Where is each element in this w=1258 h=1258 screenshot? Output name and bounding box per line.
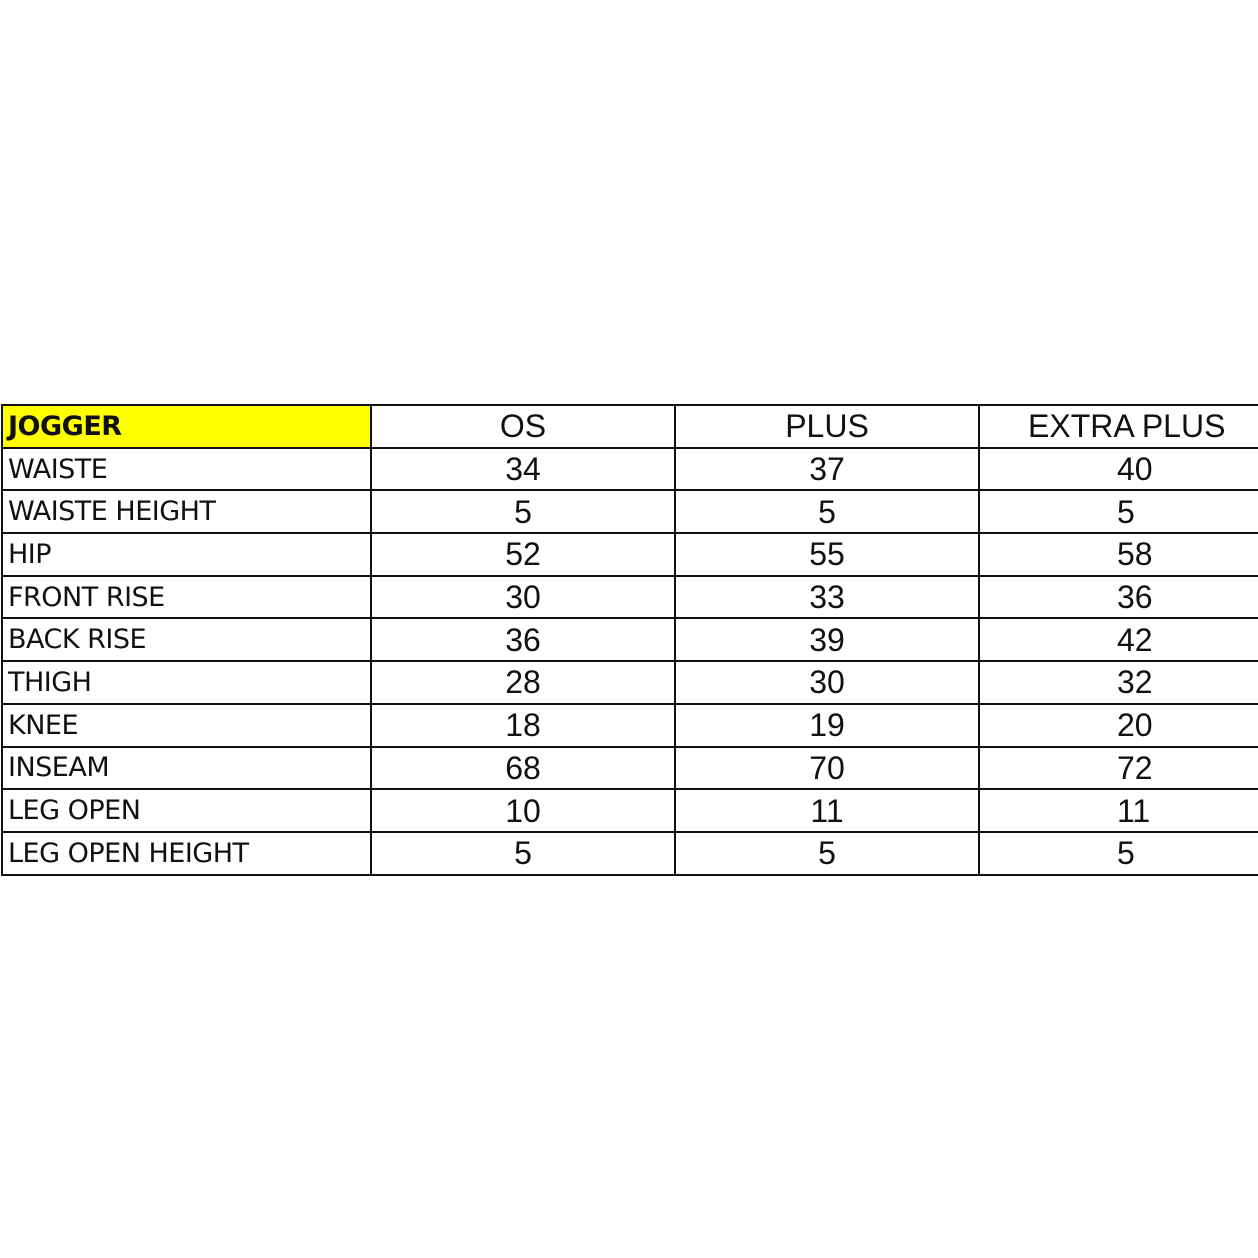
table-row: THIGH 28 30 32 xyxy=(1,660,1258,705)
cell-value: 20 xyxy=(978,702,1258,748)
cell-value: 5 xyxy=(978,830,1258,876)
cell-value: 11 xyxy=(674,788,980,833)
column-header-extra-plus: EXTRA PLUS xyxy=(978,404,1258,449)
cell-value: 30 xyxy=(370,574,676,620)
cell-value: 72 xyxy=(978,745,1258,791)
cell-value: 5 xyxy=(370,489,676,535)
cell-value: 36 xyxy=(370,617,676,663)
cell-value: 39 xyxy=(674,617,980,663)
row-label: HIP xyxy=(1,532,372,577)
row-label: INSEAM xyxy=(1,745,372,791)
cell-value: 32 xyxy=(978,660,1258,705)
row-label: BACK RISE xyxy=(1,617,372,663)
column-header-plus: PLUS xyxy=(674,404,980,449)
cell-value: 36 xyxy=(978,574,1258,620)
cell-value: 68 xyxy=(370,745,676,791)
table-row: WAISTE HEIGHT 5 5 5 xyxy=(1,489,1258,535)
cell-value: 10 xyxy=(370,788,676,833)
row-label: KNEE xyxy=(1,702,372,748)
cell-value: 28 xyxy=(370,660,676,705)
cell-value: 42 xyxy=(978,617,1258,663)
cell-value: 40 xyxy=(978,446,1258,492)
row-label: WAISTE xyxy=(1,446,372,492)
table-row: KNEE 18 19 20 xyxy=(1,702,1258,748)
cell-value: 5 xyxy=(978,489,1258,535)
table-row: INSEAM 68 70 72 xyxy=(1,745,1258,791)
cell-value: 55 xyxy=(674,532,980,577)
row-label: FRONT RISE xyxy=(1,574,372,620)
row-label: LEG OPEN xyxy=(1,788,372,833)
row-label: WAISTE HEIGHT xyxy=(1,489,372,535)
cell-value: 5 xyxy=(674,830,980,876)
cell-value: 34 xyxy=(370,446,676,492)
table-row: LEG OPEN HEIGHT 5 5 5 xyxy=(1,830,1258,876)
cell-value: 19 xyxy=(674,702,980,748)
cell-value: 70 xyxy=(674,745,980,791)
cell-value: 11 xyxy=(978,788,1258,833)
table-row: FRONT RISE 30 33 36 xyxy=(1,574,1258,620)
row-label: LEG OPEN HEIGHT xyxy=(1,830,372,876)
table-title: JOGGER xyxy=(1,404,372,449)
header-row: JOGGER OS PLUS EXTRA PLUS xyxy=(1,404,1258,449)
cell-value: 5 xyxy=(370,830,676,876)
cell-value: 18 xyxy=(370,702,676,748)
size-chart-table: JOGGER OS PLUS EXTRA PLUS WAISTE 34 37 40 WA… xyxy=(1,404,1258,876)
cell-value: 52 xyxy=(370,532,676,577)
column-header-os: OS xyxy=(370,404,676,449)
cell-value: 58 xyxy=(978,532,1258,577)
table-row: LEG OPEN 10 11 11 xyxy=(1,788,1258,833)
cell-value: 30 xyxy=(674,660,980,705)
table-row: BACK RISE 36 39 42 xyxy=(1,617,1258,663)
table-row: HIP 52 55 58 xyxy=(1,532,1258,577)
table-row: WAISTE 34 37 40 xyxy=(1,446,1258,492)
cell-value: 5 xyxy=(674,489,980,535)
row-label: THIGH xyxy=(1,660,372,705)
cell-value: 33 xyxy=(674,574,980,620)
cell-value: 37 xyxy=(674,446,980,492)
